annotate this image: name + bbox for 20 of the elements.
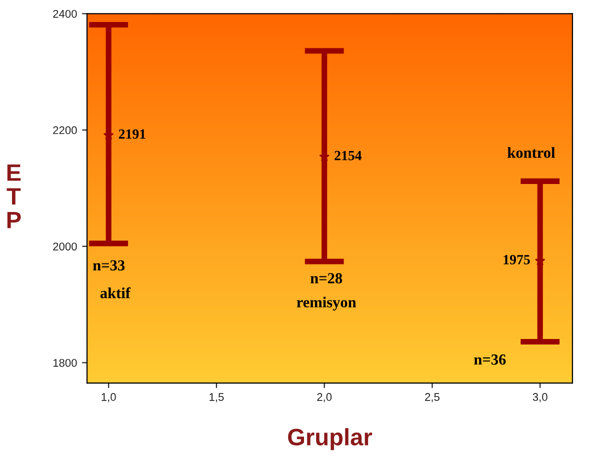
data-label: 2154	[334, 150, 362, 160]
y-tick-label: 2200	[53, 126, 77, 134]
x-axis-title: Gruplar	[288, 428, 372, 450]
y-axis-title: ETP	[6, 164, 21, 228]
annotation: n=36	[474, 354, 506, 365]
x-tick-label: 2,0	[317, 393, 332, 402]
y-tick-label: 2000	[53, 242, 77, 250]
annotation: kontrol	[508, 147, 555, 158]
x-tick-label: 1,0	[102, 393, 116, 402]
data-label: 1975	[504, 255, 530, 264]
annotation: remisyon	[296, 296, 356, 311]
annotation: aktif	[100, 287, 131, 298]
annotation: n=28	[310, 273, 342, 284]
y-tick-label: 1800	[53, 358, 77, 367]
data-label: 2191	[118, 129, 146, 139]
x-tick-label: 3,0	[532, 393, 548, 402]
annotation: n=33	[93, 260, 125, 271]
x-tick-label: 2,5	[425, 393, 440, 402]
x-tick-label: 1,5	[210, 393, 224, 402]
y-tick-label: 2400	[53, 10, 77, 18]
